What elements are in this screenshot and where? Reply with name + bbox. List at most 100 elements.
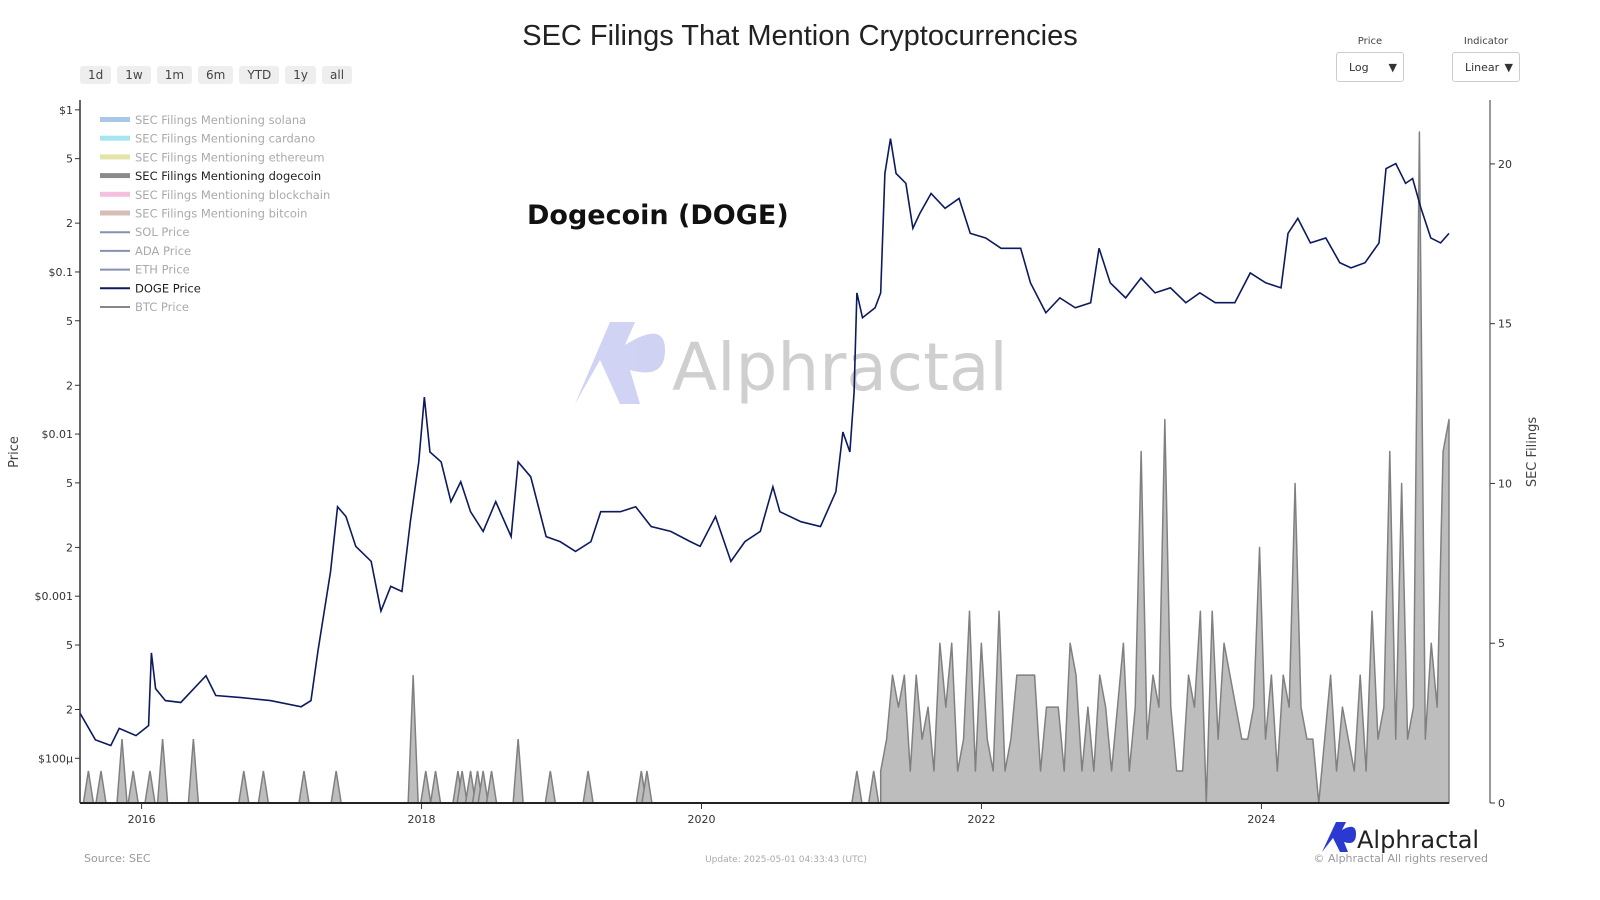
x-tick-label: 2022 (967, 813, 995, 826)
y-tick-label: 5 (66, 639, 73, 652)
legend-item[interactable]: ETH Price (100, 263, 190, 277)
range-button-1w[interactable]: 1w (117, 66, 151, 84)
x-tick-label: 2016 (128, 813, 156, 826)
brand-logo: Alphractal (1322, 822, 1479, 854)
legend-swatch (100, 173, 130, 179)
filings-spike (116, 739, 128, 804)
x-tick-label: 2024 (1247, 813, 1275, 826)
watermark-logo-icon (575, 322, 665, 404)
range-button-6m[interactable]: 6m (198, 66, 234, 84)
filings-spike (452, 770, 464, 804)
filings-spike (330, 770, 343, 804)
filings-spike (544, 770, 557, 804)
y-tick-label: $0.001 (35, 590, 74, 603)
y2-tick-label: 15 (1498, 318, 1512, 331)
legend-item[interactable]: SEC Filings Mentioning bitcoin (100, 207, 307, 221)
legend-swatch (100, 117, 130, 122)
filings-spike (237, 770, 250, 804)
legend-label: ETH Price (135, 263, 190, 277)
legend-item[interactable]: SEC Filings Mentioning cardano (100, 132, 315, 146)
legend-item[interactable]: SEC Filings Mentioning ethereum (100, 150, 325, 164)
filings-spike (867, 770, 880, 804)
brand-name: Alphractal (1357, 826, 1479, 854)
y-tick-label: $100μ (38, 752, 73, 765)
price-scale-select[interactable]: Log ▼ (1336, 52, 1404, 82)
y-axis-label: Price (7, 436, 22, 468)
x-tick-label: 2020 (688, 813, 716, 826)
y2-tick-label: 0 (1498, 797, 1505, 810)
chart-title: SEC Filings That Mention Cryptocurrencie… (522, 20, 1078, 52)
range-button-1y[interactable]: 1y (285, 66, 317, 84)
legend-swatch (100, 191, 130, 197)
source-text: Source: SEC (84, 852, 151, 865)
y-tick-label: 5 (66, 315, 73, 328)
legend-item[interactable]: SOL Price (100, 225, 189, 239)
filings-spike (456, 770, 469, 804)
price-scale-label: Price (1357, 36, 1383, 47)
legend-label: SEC Filings Mentioning cardano (135, 132, 315, 146)
filings-spike (485, 770, 498, 804)
filings-spike (156, 739, 169, 804)
range-button-1d[interactable]: 1d (80, 66, 112, 84)
legend-label: SEC Filings Mentioning ethereum (135, 150, 325, 164)
filings-spike (82, 770, 95, 804)
filings-spike (144, 770, 156, 804)
filings-spike (419, 770, 432, 804)
copyright-text: © Alphractal All rights reserved (1314, 852, 1489, 865)
dropdown-arrow-icon: ▼ (1504, 60, 1513, 74)
y2-tick-label: 5 (1498, 637, 1505, 650)
y2-tick-label: 10 (1498, 477, 1512, 490)
chart-annotation: Dogecoin (DOGE) (527, 200, 789, 231)
filings-spike (464, 770, 477, 804)
filings-spike (641, 770, 653, 804)
filings-spike (512, 739, 524, 804)
dropdown-arrow-icon: ▼ (1388, 60, 1397, 74)
y-tick-label: 2 (66, 541, 73, 554)
y-tick-label: $0.1 (49, 266, 74, 279)
filings-spike (582, 770, 595, 804)
filings-spike (635, 770, 648, 804)
doge-price-line (79, 138, 1450, 747)
range-button-all[interactable]: all (322, 66, 353, 84)
legend-item[interactable]: DOGE Price (100, 281, 201, 295)
filings-spike (471, 770, 484, 804)
indicator-scale-select[interactable]: Linear ▼ (1452, 52, 1520, 82)
y2-tick-label: 20 (1498, 158, 1512, 171)
legend-swatch (100, 135, 130, 141)
legend-item[interactable]: SEC Filings Mentioning blockchain (100, 188, 330, 202)
y2-axis-label: SEC Filings (1525, 417, 1540, 488)
legend-item[interactable]: ADA Price (100, 244, 191, 258)
legend-label: SEC Filings Mentioning bitcoin (135, 207, 307, 221)
filings-spike (95, 770, 107, 804)
y-tick-label: $1 (59, 104, 73, 117)
range-selector: 1d 1w 1m 6m YTD 1y all (80, 66, 353, 84)
brand-logo-icon (1322, 822, 1356, 852)
legend-label: DOGE Price (135, 281, 201, 295)
watermark: Alphractal (575, 322, 1008, 406)
legend-label: ADA Price (135, 244, 191, 258)
y-tick-label: 5 (66, 477, 73, 490)
filings-spike (257, 770, 270, 804)
indicator-scale-control: Indicator Linear ▼ (1452, 36, 1520, 82)
price-scale-control: Price Log ▼ (1336, 36, 1404, 82)
legend-item[interactable]: SEC Filings Mentioning dogecoin (100, 169, 321, 183)
indicator-scale-label: Indicator (1463, 36, 1509, 47)
filings-spike (187, 739, 200, 804)
range-button-ytd[interactable]: YTD (239, 66, 280, 84)
price-scale-value: Log (1349, 60, 1369, 74)
update-text: Update: 2025-05-01 04:33:43 (UTC) (705, 855, 867, 865)
legend-label: SEC Filings Mentioning solana (135, 113, 306, 127)
filings-spike (407, 675, 419, 804)
legend-label: SOL Price (135, 225, 189, 239)
y-tick-label: 2 (66, 379, 73, 392)
filings-spike (127, 770, 140, 804)
y-tick-label: 2 (66, 703, 73, 716)
legend-item[interactable]: BTC Price (100, 300, 189, 314)
filings-spike (477, 770, 490, 804)
filings-spike (851, 770, 863, 804)
x-tick-label: 2018 (408, 813, 436, 826)
legend-item[interactable]: SEC Filings Mentioning solana (100, 113, 306, 127)
range-button-1m[interactable]: 1m (156, 66, 193, 84)
filings-spike (298, 770, 310, 804)
